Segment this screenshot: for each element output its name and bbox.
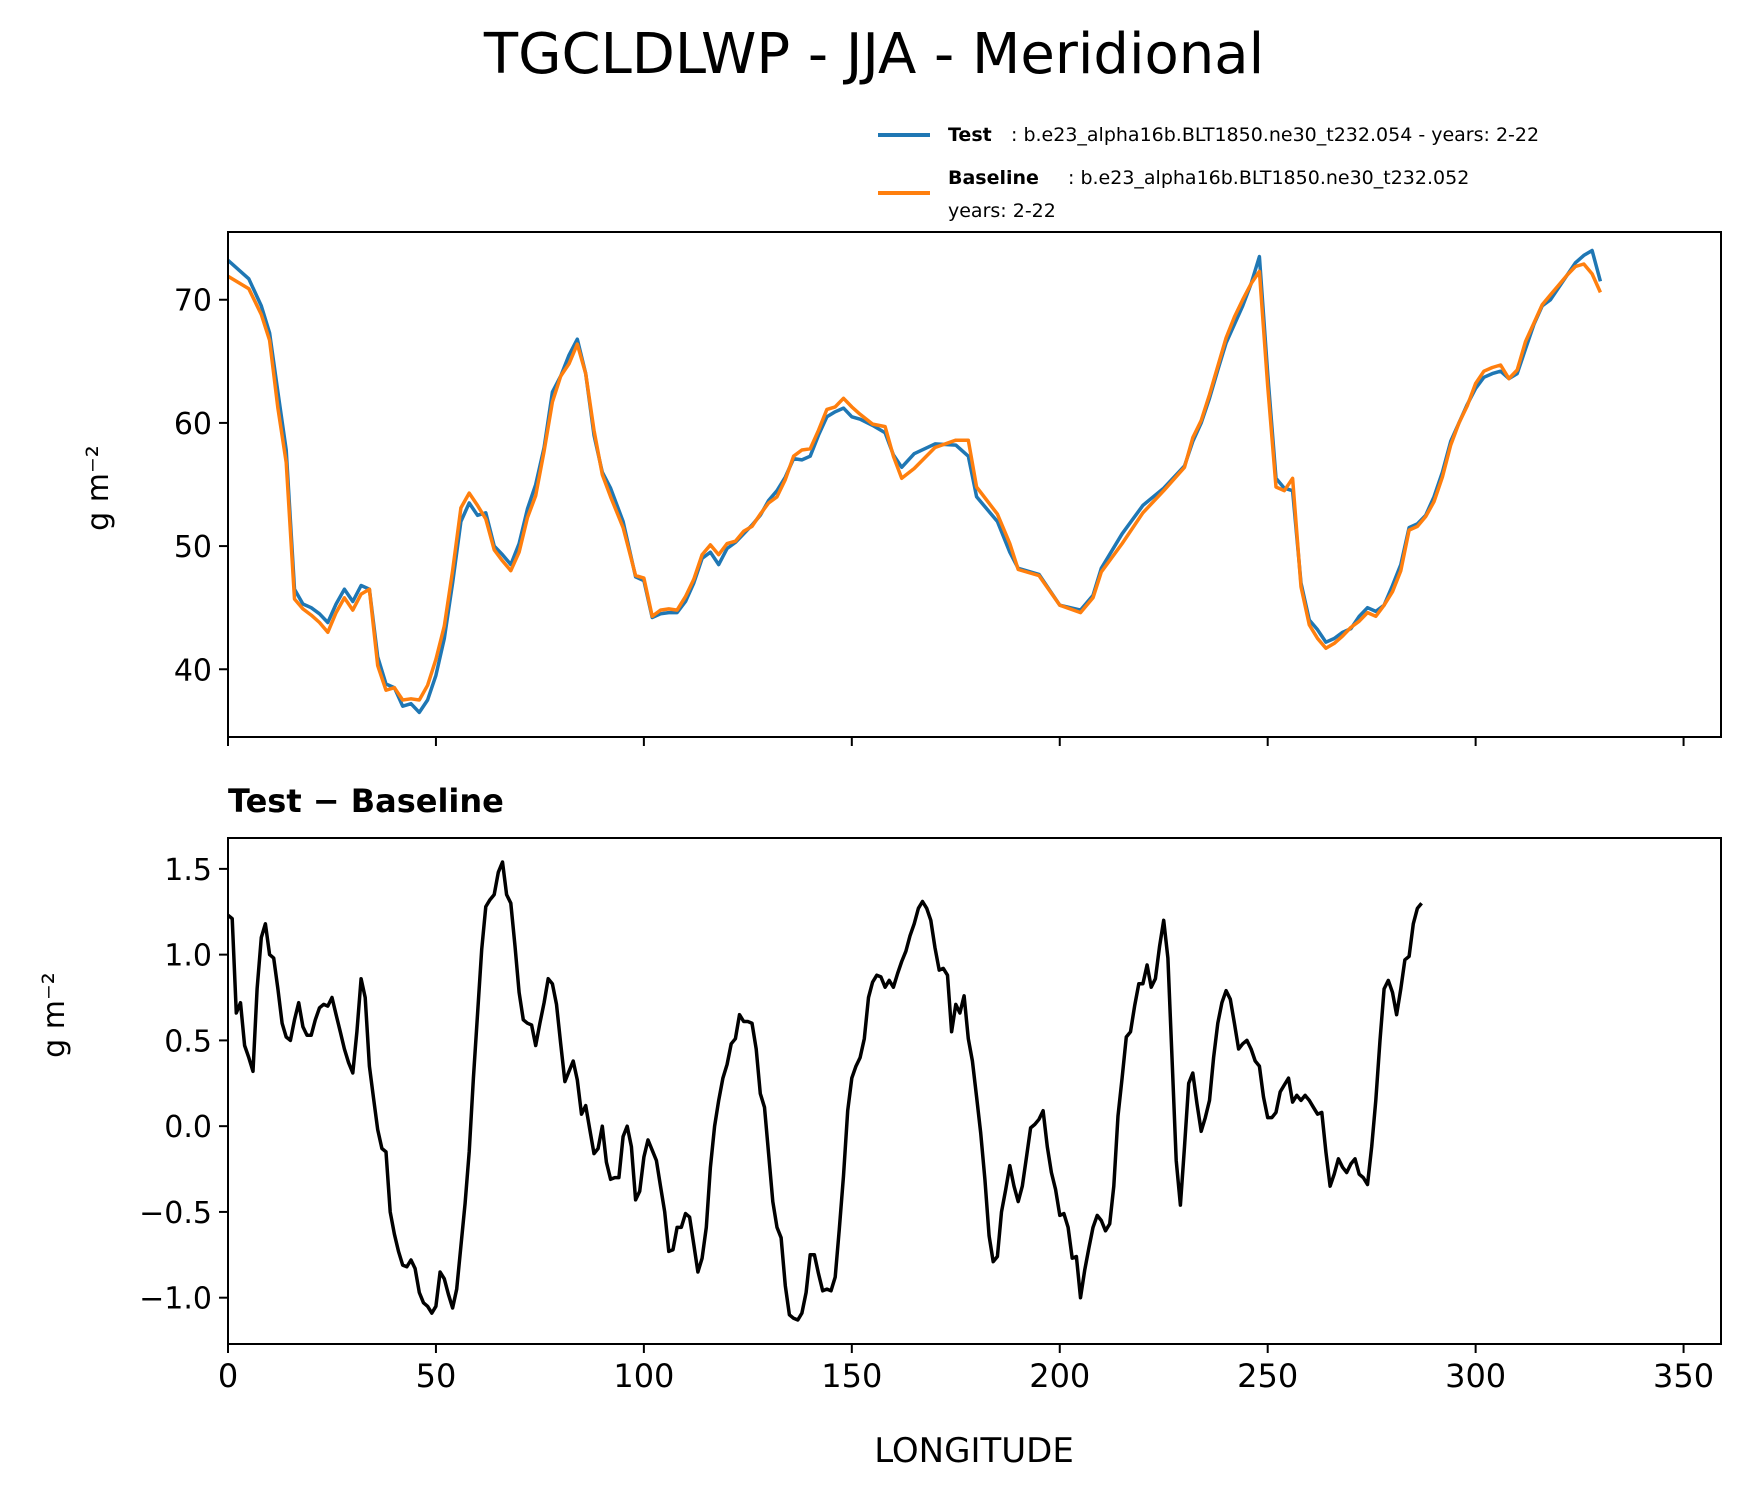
axes-frame (227, 231, 1722, 738)
y-tick-label: 0.0 (164, 1110, 212, 1145)
legend-baseline-name: Baseline (948, 167, 1039, 189)
x-tick-label: 350 (1653, 1357, 1714, 1395)
bottom-panel-title: Test − Baseline (228, 782, 504, 820)
y-tick-label: −0.5 (139, 1196, 212, 1231)
legend-test-name: Test (948, 124, 992, 146)
series-line-baseline (227, 262, 1602, 702)
series-line-test-baseline (226, 860, 1423, 1322)
y-tick-label: 1.0 (164, 939, 212, 974)
legend: Test : b.e23_alpha16b.BLT1850.ne30_t232.… (878, 124, 1539, 222)
y-tick-label: −1.0 (139, 1282, 212, 1317)
x-tick-label: 300 (1445, 1357, 1506, 1395)
y-tick-label: 40 (174, 653, 212, 688)
x-tick-label: 100 (613, 1357, 674, 1395)
x-tick-label: 200 (1029, 1357, 1090, 1395)
legend-baseline-desc: : b.e23_alpha16b.BLT1850.ne30_t232.052 (1068, 167, 1469, 189)
y-tick-label: 70 (174, 284, 212, 319)
x-tick-label: 250 (1237, 1357, 1298, 1395)
x-tick-label: 50 (416, 1357, 457, 1395)
y-tick-label: 60 (174, 407, 212, 442)
bottom-ylabel: g m⁻² (37, 972, 72, 1058)
bottom-panel: Test − Baseline g m⁻² LONGITUDE −1.0 −0.5… (37, 782, 1722, 1471)
y-tick-label: 50 (174, 530, 212, 565)
figure-title: TGCLDLWP - JJA - Meridional (483, 22, 1265, 87)
bottom-xlabel: LONGITUDE (874, 1431, 1074, 1471)
legend-test-desc: : b.e23_alpha16b.BLT1850.ne30_t232.054 -… (1011, 124, 1539, 146)
legend-baseline-desc-line2: years: 2-22 (948, 200, 1056, 222)
top-ylabel: g m⁻² (81, 445, 116, 531)
top-panel: g m⁻² 40 50 60 70 (81, 231, 1722, 746)
y-tick-label: 0.5 (164, 1024, 212, 1059)
series-line-test (226, 248, 1603, 715)
y-tick-label: 1.5 (164, 853, 212, 888)
x-tick-label: 0 (218, 1357, 238, 1395)
axes-frame (227, 837, 1722, 1345)
x-tick-label: 150 (821, 1357, 882, 1395)
